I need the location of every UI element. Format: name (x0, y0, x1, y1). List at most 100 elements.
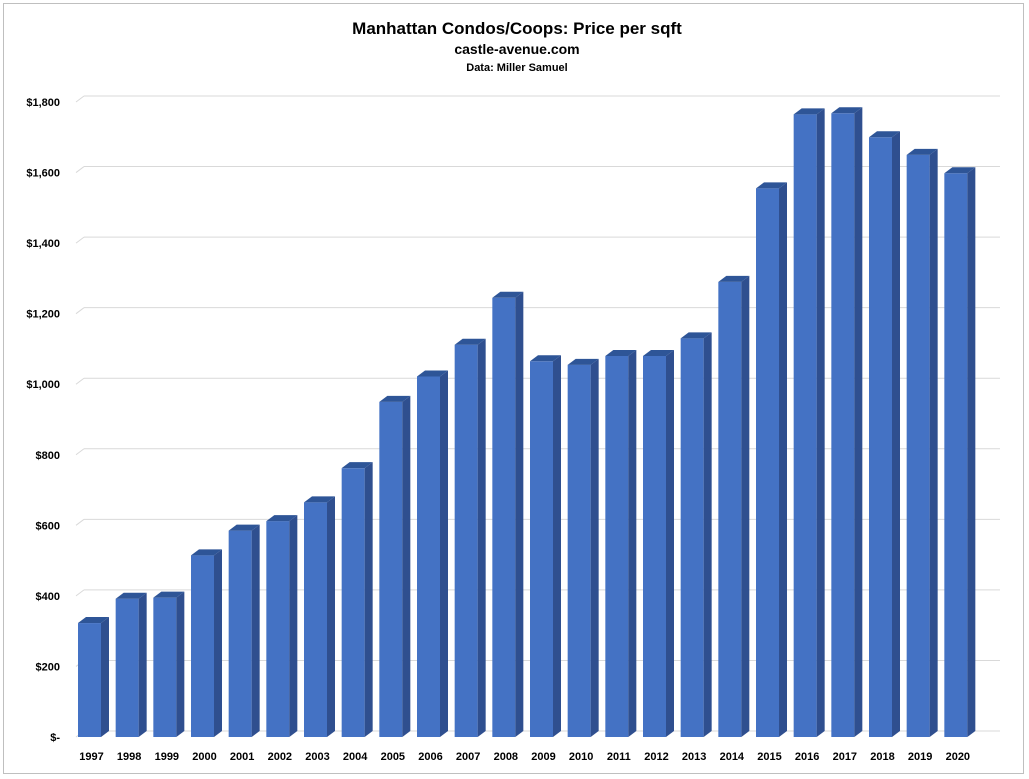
bar-top (530, 355, 561, 362)
bar-side (515, 291, 524, 737)
x-tick-label: 2017 (833, 751, 857, 763)
x-tick-label: 2015 (757, 751, 781, 763)
bar-top (115, 592, 147, 599)
bar-side (138, 592, 147, 737)
bar-top (153, 591, 185, 598)
bar-side (440, 370, 448, 737)
bar-front (417, 376, 440, 737)
x-tick-label: 2003 (305, 751, 329, 763)
y-tick-label: $400 (36, 591, 60, 603)
y-tick-label: $600 (36, 520, 60, 532)
bar-front (492, 297, 516, 737)
x-tick-label: 2016 (795, 751, 819, 763)
x-tick-label: 2010 (569, 751, 593, 763)
bar-2014 (718, 275, 750, 737)
x-axis-ticks: 1997 1998 1999 2000 2001 2002 2003 2004 2005 2006… (79, 751, 970, 763)
bar-side (251, 524, 260, 737)
chart-subtitle: castle-avenue.com (454, 41, 579, 57)
bar-chart: Manhattan Condos/Coops: Price per sqft c… (26, 19, 1000, 763)
bar-2008 (492, 291, 524, 737)
y-axis-ticks: $- $200 $400 $600 $800 $1,000 $1,200 $1,400 $1,6… (26, 97, 60, 744)
bar-2010 (567, 358, 599, 737)
bars (78, 107, 976, 738)
x-tick-label: 2008 (494, 751, 518, 763)
bar-side (854, 107, 863, 738)
x-tick-label: 2013 (682, 751, 706, 763)
x-tick-label: 2011 (607, 751, 631, 763)
x-tick-label: 2001 (230, 751, 254, 763)
x-tick-label: 2007 (456, 751, 480, 763)
x-tick-label: 2020 (946, 751, 970, 763)
gridline-diagonal (75, 518, 85, 526)
bar-top (680, 332, 712, 339)
bar-2017 (831, 107, 863, 738)
x-tick-label: 2019 (908, 751, 932, 763)
bar-side (967, 167, 976, 737)
bar-top (793, 108, 825, 115)
x-tick-label: 1997 (79, 751, 103, 763)
bar-1998 (115, 592, 147, 737)
bar-front (379, 401, 403, 737)
x-tick-label: 2018 (870, 751, 894, 763)
bar-2015 (756, 182, 787, 738)
bar-side (176, 591, 185, 737)
bar-side (477, 338, 486, 737)
bar-2005 (379, 395, 411, 737)
x-tick-label: 2009 (531, 751, 555, 763)
bar-side (892, 131, 900, 737)
bar-top (417, 370, 448, 377)
bar-top (341, 462, 373, 469)
x-tick-label: 2012 (644, 751, 668, 763)
bar-front (191, 555, 214, 737)
bar-front (869, 137, 892, 737)
bar-2003 (304, 496, 335, 737)
bar-side (929, 148, 938, 737)
bar-front (643, 356, 666, 737)
bar-2020 (944, 167, 976, 737)
bar-side (553, 355, 561, 737)
x-tick-label: 1998 (117, 751, 141, 763)
y-tick-label: $1,000 (26, 379, 60, 391)
bar-side (289, 515, 298, 737)
bar-2009 (530, 355, 561, 737)
bar-top (605, 350, 637, 356)
gridline-diagonal (75, 307, 85, 315)
bar-2000 (191, 549, 222, 737)
y-tick-label: $1,200 (26, 309, 60, 321)
x-tick-label: 2014 (720, 751, 745, 763)
chart-frame: Manhattan Condos/Coops: Price per sqft c… (3, 3, 1024, 774)
bar-top (869, 131, 900, 138)
bar-2001 (228, 524, 260, 737)
gridline-diagonal (75, 236, 85, 244)
bar-top (492, 291, 524, 298)
bar-top (228, 524, 260, 531)
y-tick-label: $1,600 (26, 168, 60, 180)
x-tick-label: 1999 (155, 751, 179, 763)
bar-front (304, 502, 327, 737)
gridline-diagonal (75, 589, 85, 597)
bar-side (628, 350, 637, 737)
bar-side (590, 358, 599, 737)
bar-2004 (341, 462, 373, 737)
bar-top (266, 515, 298, 522)
bar-top (78, 617, 109, 624)
bar-2011 (605, 350, 637, 737)
bar-front (944, 173, 968, 737)
bar-2007 (454, 338, 486, 737)
bar-top (567, 358, 599, 365)
bar-front (680, 338, 704, 737)
bar-side (816, 108, 825, 737)
bar-top (304, 496, 335, 503)
bar-side (364, 462, 373, 737)
bar-top (906, 148, 938, 155)
y-tick-label: $800 (36, 450, 60, 462)
bar-front (756, 188, 779, 738)
bar-front (906, 154, 930, 737)
bar-top (379, 395, 411, 402)
bar-top (191, 549, 222, 556)
bar-2002 (266, 515, 298, 737)
bar-2018 (869, 131, 900, 737)
x-tick-label: 2002 (268, 751, 292, 763)
y-tick-label: $200 (36, 661, 60, 673)
chart-title: Manhattan Condos/Coops: Price per sqft (352, 19, 682, 38)
